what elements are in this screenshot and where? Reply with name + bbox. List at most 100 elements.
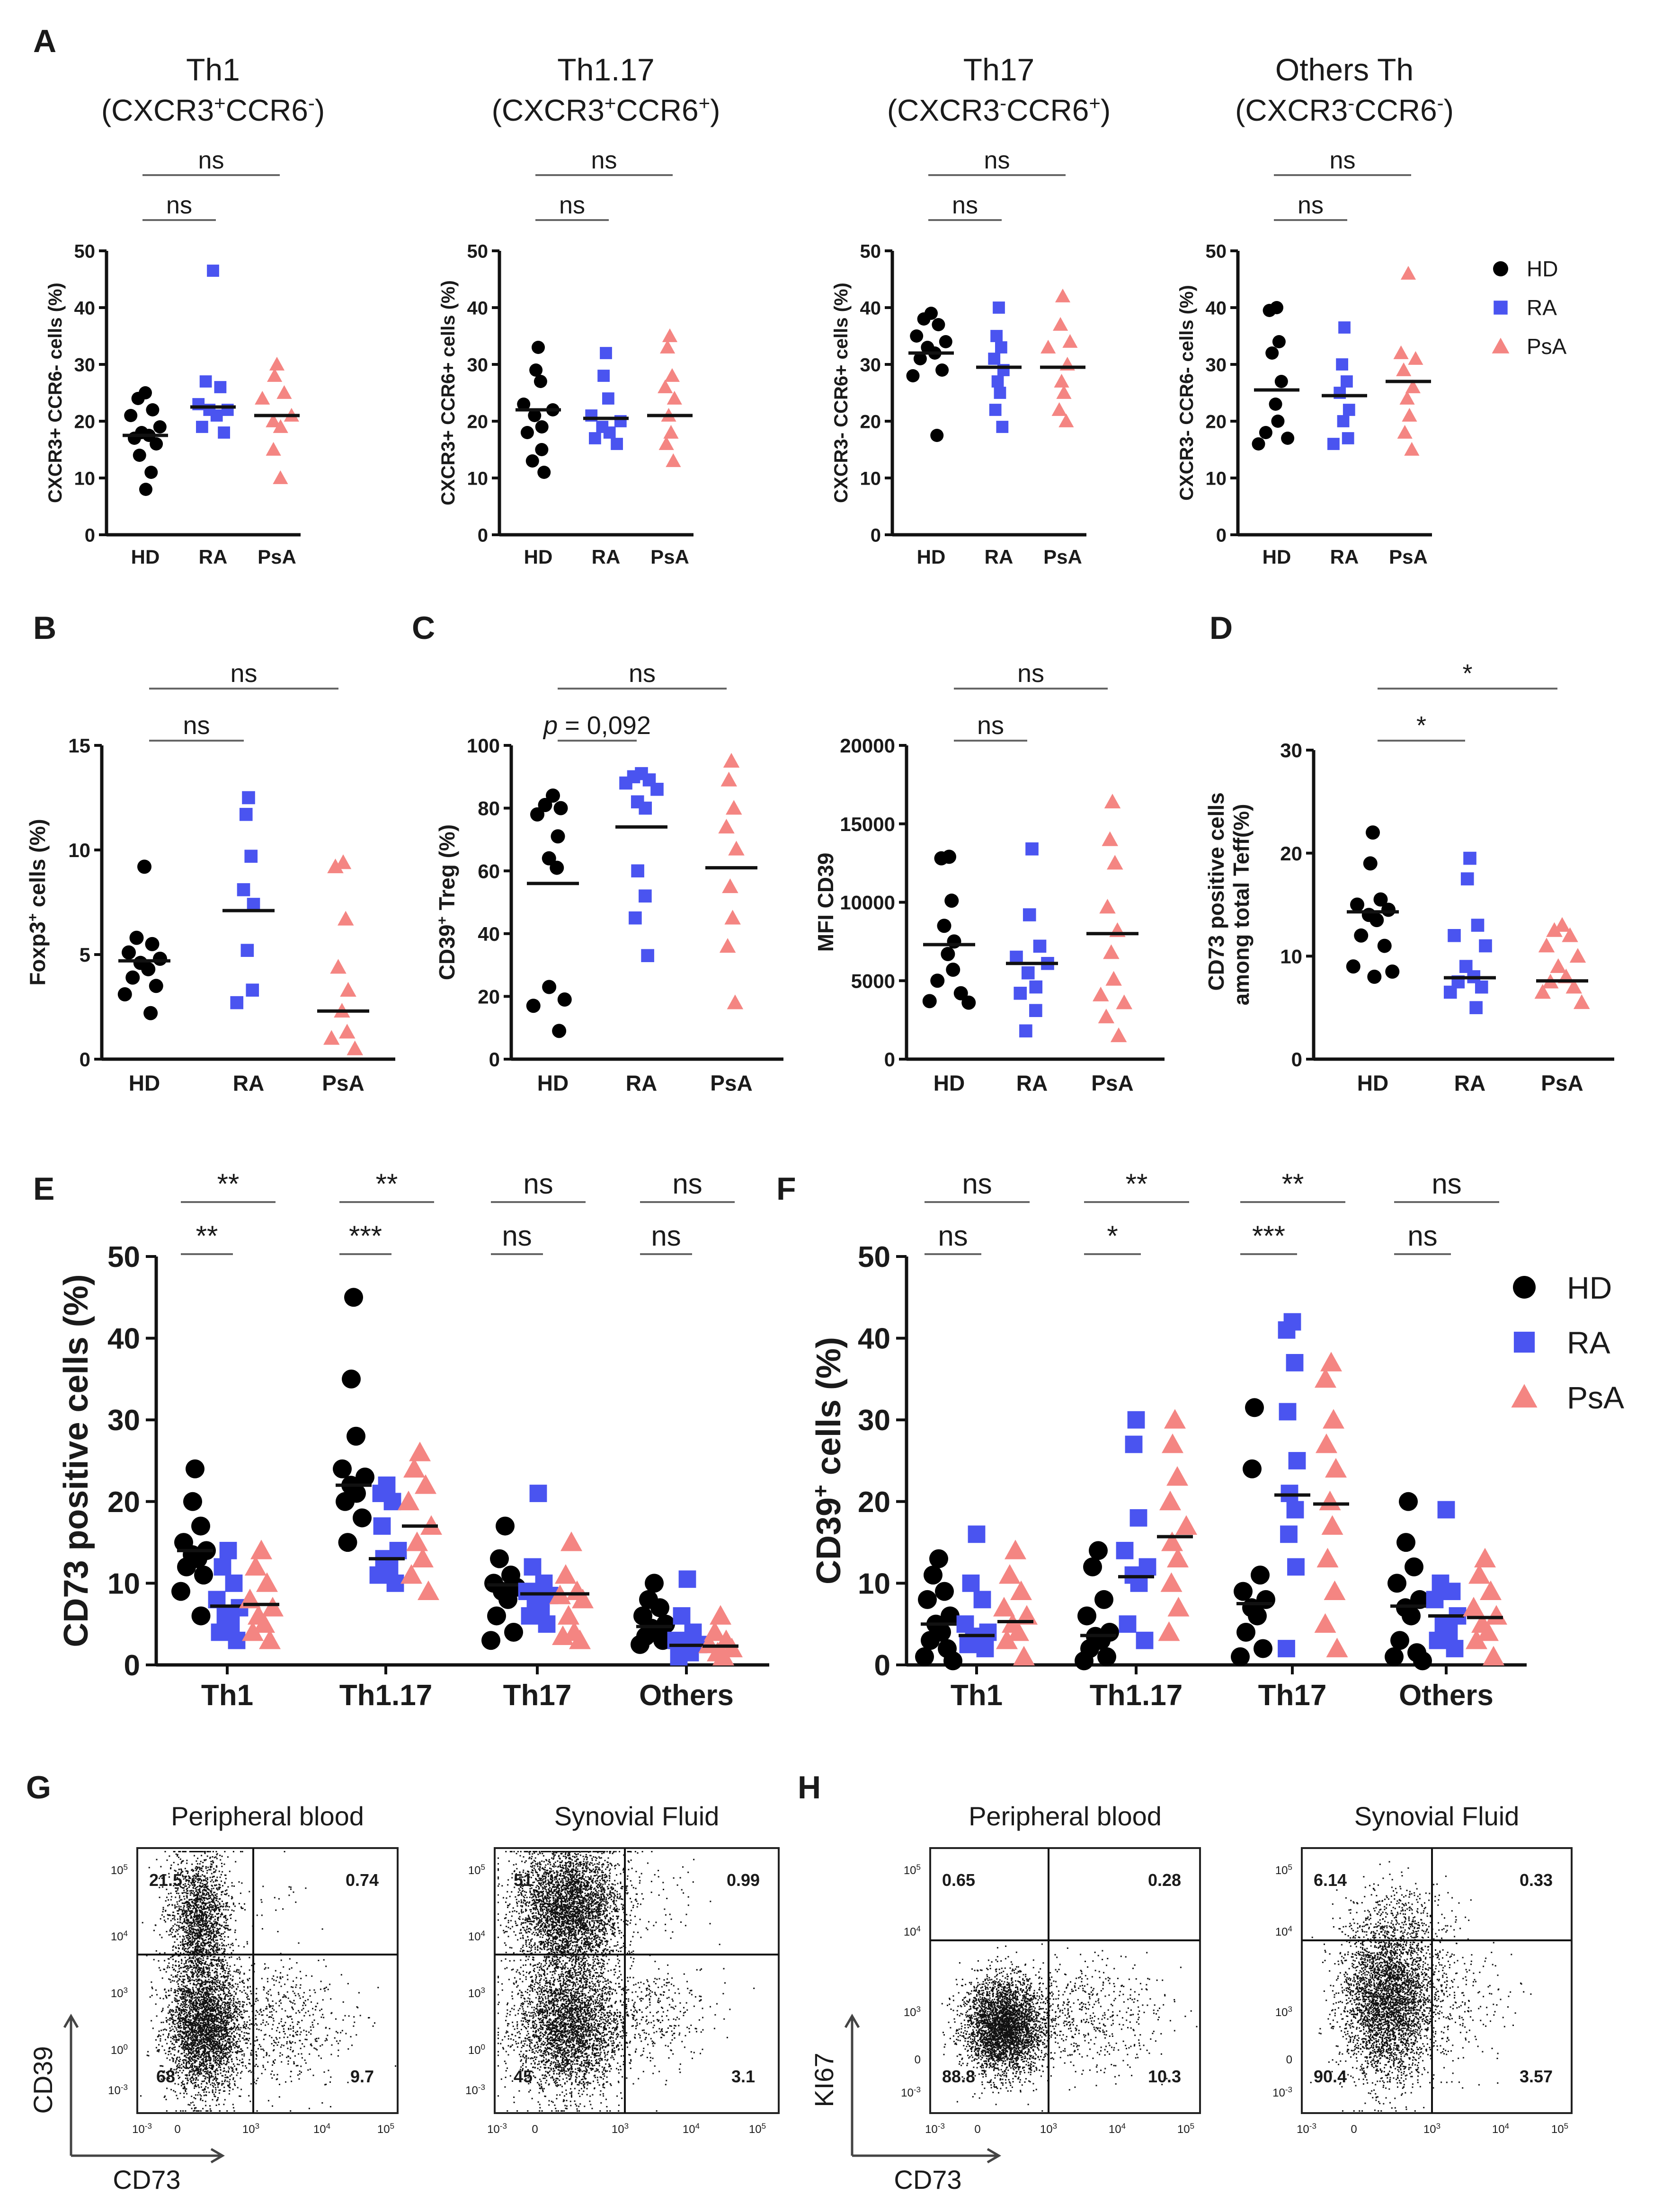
data-point-psa [1554, 917, 1571, 932]
plot-title: Others Th [1275, 52, 1414, 87]
subtitle-part: CCR6 [226, 93, 308, 127]
data-point-hd [939, 335, 952, 348]
data-point-hd [631, 1635, 649, 1654]
tick-exponent: -3 [1309, 2122, 1316, 2131]
data-point-ra [1287, 1558, 1305, 1576]
significance-label: ns [977, 711, 1004, 740]
data-point-hd [117, 987, 132, 1001]
tick-base: 10 [904, 1926, 916, 1938]
data-point-hd [1075, 1651, 1094, 1671]
tick-exponent: 5 [124, 1863, 128, 1872]
data-point-hd [935, 1582, 954, 1601]
data-point-psa [1164, 1409, 1186, 1429]
flow-plot-frame [494, 1847, 780, 2114]
plot-title: Th1.17 [557, 52, 654, 87]
data-point-hd [150, 437, 163, 451]
data-point-ra [1469, 1001, 1483, 1014]
data-point-psa [253, 1613, 275, 1633]
tick-exponent: 4 [695, 2122, 700, 2131]
y-tick-label: 0 [1216, 525, 1227, 546]
data-point-psa [262, 1597, 284, 1617]
data-point-psa [1093, 986, 1109, 1001]
significance-label: ns [629, 659, 656, 688]
y-axis-label: CD39+ cells (%) [808, 1337, 848, 1584]
subtitle-superscript: - [1348, 92, 1354, 114]
data-point-psa [1158, 1621, 1180, 1641]
data-point-psa [1474, 1548, 1496, 1568]
subtitle-part: (CXCR3 [101, 93, 214, 127]
significance-label: *** [349, 1220, 382, 1252]
flow-y-tick-label: 100 [111, 2043, 128, 2057]
data-point-ra [1033, 939, 1047, 953]
data-point-psa [658, 436, 674, 450]
significance-label: ns [651, 1220, 681, 1252]
data-point-ra [244, 849, 258, 863]
data-point-psa [273, 470, 288, 484]
tick-exponent: 3 [255, 2122, 259, 2131]
data-point-psa [245, 1556, 267, 1576]
significance-text: ns [1298, 192, 1324, 219]
data-point-hd [1263, 304, 1276, 317]
x-category-label: HD [917, 546, 946, 568]
data-point-psa [339, 1024, 356, 1039]
data-point-psa [1010, 1580, 1032, 1601]
data-point-psa [323, 1030, 340, 1045]
x-category-label: HD [524, 546, 553, 568]
data-point-ra [962, 1575, 980, 1592]
flow-x-tick-label: 104 [1109, 2122, 1126, 2136]
tick-exponent: 5 [1564, 2122, 1568, 2131]
x-category-label: Others [639, 1679, 734, 1712]
significance-label: * [1416, 711, 1426, 740]
data-point-hd [941, 947, 955, 961]
significance-text: ns [629, 659, 656, 688]
flow-y-tick-label: 105 [111, 1863, 128, 1877]
subtitle-part: (CXCR3 [887, 93, 1000, 127]
flow-x-tick-label: 0 [174, 2123, 180, 2136]
data-point-hd [1350, 897, 1364, 912]
tick-base: 10 [1275, 1864, 1288, 1877]
data-point-hd [336, 1492, 355, 1511]
flow-plot-title: Peripheral blood [171, 1801, 364, 1831]
data-point-ra [1125, 1435, 1143, 1453]
data-point-ra [373, 1517, 391, 1535]
data-point-hd [934, 851, 949, 866]
significance-label: ns [523, 1168, 553, 1200]
y-tick-label: 40 [1206, 298, 1227, 319]
data-point-hd [526, 999, 541, 1013]
data-point-hd [918, 1590, 937, 1609]
data-point-ra [611, 438, 623, 450]
significance-label: ns [952, 192, 978, 219]
tick-exponent: 5 [481, 1863, 485, 1872]
tick-base: 10 [904, 2006, 916, 2019]
y-tick-label: 30 [860, 354, 881, 375]
y-tick-label: 50 [1206, 241, 1227, 262]
data-point-ra [1021, 966, 1035, 980]
data-point-psa [1167, 1548, 1189, 1568]
data-point-psa [558, 1605, 579, 1625]
y-axis-label: CD73 positive cells [1204, 792, 1228, 991]
flow-x-tick-label: 0 [532, 2123, 538, 2136]
data-point-ra [1443, 1583, 1461, 1601]
quadrant-value-lower-right: 10.3 [1148, 2067, 1181, 2086]
data-point-psa [658, 379, 673, 393]
data-point-hd [183, 1492, 202, 1511]
flow-plot-title: Synovial Fluid [554, 1801, 720, 1831]
data-point-ra [369, 1566, 387, 1584]
flow-event-dots [941, 1943, 1198, 2112]
data-point-hd [481, 1631, 500, 1650]
data-point-hd [529, 363, 543, 377]
data-point-psa [555, 1564, 577, 1584]
x-category-label: PsA [322, 1071, 364, 1096]
tick-exponent: 4 [1288, 1924, 1292, 1933]
significance-label: ns [1017, 659, 1044, 688]
subtitle-superscript: + [605, 92, 616, 114]
data-point-ra [199, 375, 212, 388]
legend-marker-psa [1511, 1384, 1538, 1408]
data-point-hd [1077, 1606, 1096, 1626]
significance-label: ** [217, 1168, 240, 1200]
data-point-ra [1278, 1640, 1295, 1657]
data-point-ra [1286, 1354, 1304, 1371]
data-point-psa [1103, 944, 1120, 959]
tick-exponent: 3 [916, 2005, 921, 2014]
data-point-psa [1161, 1531, 1183, 1551]
